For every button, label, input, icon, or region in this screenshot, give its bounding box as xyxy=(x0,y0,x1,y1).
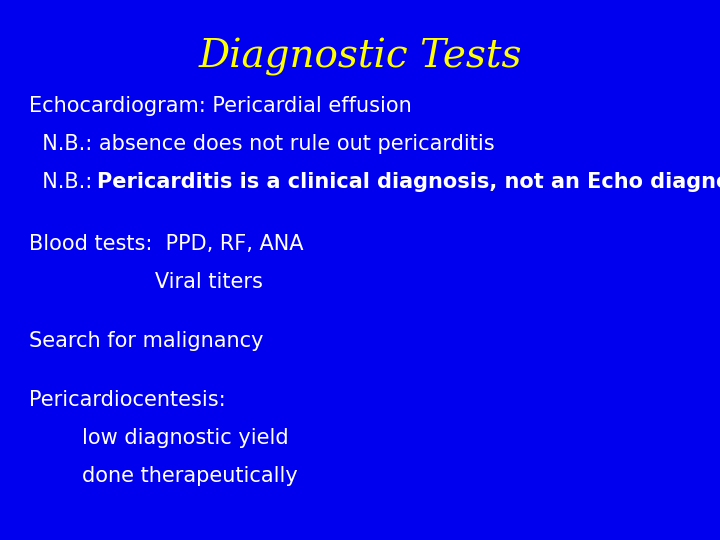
Text: Diagnostic Tests: Diagnostic Tests xyxy=(198,38,522,76)
Text: Viral titers: Viral titers xyxy=(29,272,263,292)
Text: done therapeutically: done therapeutically xyxy=(29,466,297,486)
Text: Echocardiogram: Pericardial effusion: Echocardiogram: Pericardial effusion xyxy=(29,96,412,116)
Text: Blood tests:  PPD, RF, ANA: Blood tests: PPD, RF, ANA xyxy=(29,234,303,254)
Text: Pericarditis is a clinical diagnosis, not an Echo diagnosis!: Pericarditis is a clinical diagnosis, no… xyxy=(97,172,720,192)
Text: N.B.:: N.B.: xyxy=(29,172,99,192)
Text: Search for malignancy: Search for malignancy xyxy=(29,331,264,351)
Text: N.B.: absence does not rule out pericarditis: N.B.: absence does not rule out pericard… xyxy=(29,134,495,154)
Text: Pericardiocentesis:: Pericardiocentesis: xyxy=(29,390,225,410)
Text: low diagnostic yield: low diagnostic yield xyxy=(29,428,289,448)
